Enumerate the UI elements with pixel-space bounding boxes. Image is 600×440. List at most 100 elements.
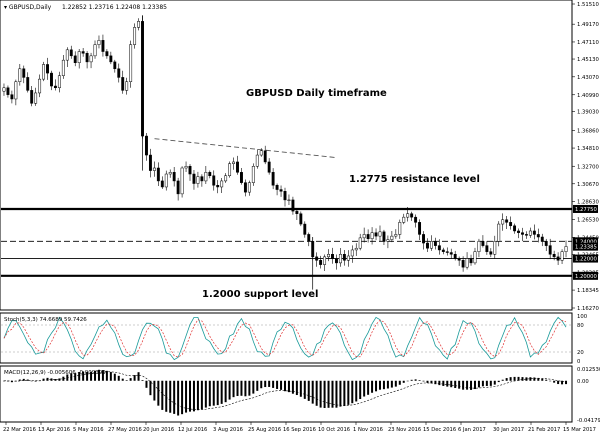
macd-bar <box>323 380 326 408</box>
candle-body <box>148 154 152 171</box>
candle-body <box>350 249 354 257</box>
candle-body <box>398 222 402 235</box>
macd-bar <box>42 378 45 381</box>
macd-bar <box>545 379 548 381</box>
macd-bar <box>204 380 207 408</box>
macd-bar <box>311 380 314 404</box>
candle-body <box>81 51 85 54</box>
macd-tick-label: 0.00 <box>577 379 589 385</box>
candle-body <box>93 44 97 57</box>
macd-bar <box>220 380 223 404</box>
macd-label: MACD(12,26,9) -0.005606 -0.009399 <box>4 370 106 376</box>
macd-bar <box>133 375 136 381</box>
candle-body <box>77 51 81 63</box>
candle-body <box>441 249 445 252</box>
macd-bar <box>442 380 445 386</box>
macd-bar <box>157 380 160 406</box>
candle-body <box>133 27 137 45</box>
macd-bar <box>355 380 358 402</box>
stoch-tick-label: 80 <box>577 323 584 329</box>
price-label-box <box>573 271 598 280</box>
macd-bar <box>260 380 263 389</box>
y-tick-label: 1.45130 <box>577 57 600 63</box>
candle-body <box>65 49 69 61</box>
candle-body <box>406 213 410 218</box>
symbol-label: ▾ GBPUSD,Daily <box>4 4 52 11</box>
candle-body <box>291 199 295 212</box>
candle-body <box>184 166 188 169</box>
y-tick-label: 1.49170 <box>577 22 600 28</box>
candle-body <box>374 232 378 237</box>
x-tick-label: 27 May 2016 <box>108 427 142 433</box>
macd-bar <box>299 380 302 397</box>
macd-bar <box>529 377 532 381</box>
x-tick-label: 3 Aug 2016 <box>213 427 243 433</box>
macd-bar <box>410 379 413 381</box>
price-label: 1.27750 <box>575 207 598 213</box>
price-label-box <box>573 204 598 213</box>
x-tick-label: 15 Mar 2017 <box>563 427 596 433</box>
macd-bar <box>46 377 49 381</box>
stoch-tick-label: 100 <box>577 314 588 320</box>
candle-body <box>152 167 156 171</box>
candle-body <box>295 210 299 214</box>
macd-bar <box>137 372 140 381</box>
y-tick-label: 1.43070 <box>577 75 600 81</box>
candle-body <box>216 184 220 188</box>
candle-body <box>461 260 465 268</box>
price-label: 1.23385 <box>575 245 597 251</box>
macd-bar <box>287 380 290 393</box>
y-tick-label: 1.30670 <box>577 182 600 188</box>
macd-bar <box>165 380 168 412</box>
x-tick-label: 6 Jan 2017 <box>458 427 486 433</box>
candle-body <box>552 254 556 258</box>
candle-body <box>342 254 346 261</box>
macd-bar <box>363 380 366 397</box>
macd-bar <box>212 380 215 406</box>
candle-body <box>200 176 204 182</box>
macd-bar <box>101 370 104 381</box>
candle-body <box>338 254 342 264</box>
macd-bar <box>359 380 362 399</box>
candle-body <box>50 72 53 87</box>
macd-bar <box>418 380 421 381</box>
candle-body <box>560 251 564 261</box>
candle-body <box>46 64 49 74</box>
candle-body <box>137 21 141 28</box>
x-tick-label: 30 Jan 2017 <box>493 427 524 433</box>
macd-tick-label: -0.04179 <box>577 418 600 424</box>
macd-bar <box>248 380 251 396</box>
macd-bar <box>272 380 275 388</box>
macd-bar <box>58 378 61 381</box>
macd-bar <box>438 380 441 386</box>
resistance-label: 1.2775 resistance level <box>349 174 480 185</box>
macd-bar <box>280 380 283 390</box>
macd-bar <box>54 379 57 381</box>
y-tick-label: 1.39030 <box>577 110 600 116</box>
macd-bar <box>145 380 148 388</box>
macd-bar <box>561 380 564 385</box>
macd-bar <box>347 380 350 405</box>
macd-bar <box>10 380 13 383</box>
candle-body <box>437 245 441 251</box>
candle-body <box>228 163 232 177</box>
candle-body <box>449 252 453 255</box>
candle-body <box>517 230 520 233</box>
candle-body <box>477 241 481 252</box>
macd-bar <box>470 380 473 390</box>
price-label-box <box>573 242 598 251</box>
candle-body <box>121 77 125 91</box>
macd-bar <box>284 380 286 392</box>
candle-body <box>429 241 433 249</box>
candle-body <box>192 173 196 184</box>
macd-bar <box>553 380 556 383</box>
macd-bar <box>141 380 144 381</box>
macd-bar <box>236 380 239 396</box>
macd-bar <box>509 377 512 381</box>
macd-bar <box>18 379 21 381</box>
candle-body <box>255 154 259 167</box>
macd-bar <box>386 380 389 389</box>
macd-bar <box>244 380 247 397</box>
candle-body <box>220 180 224 188</box>
candle-body <box>34 92 38 104</box>
